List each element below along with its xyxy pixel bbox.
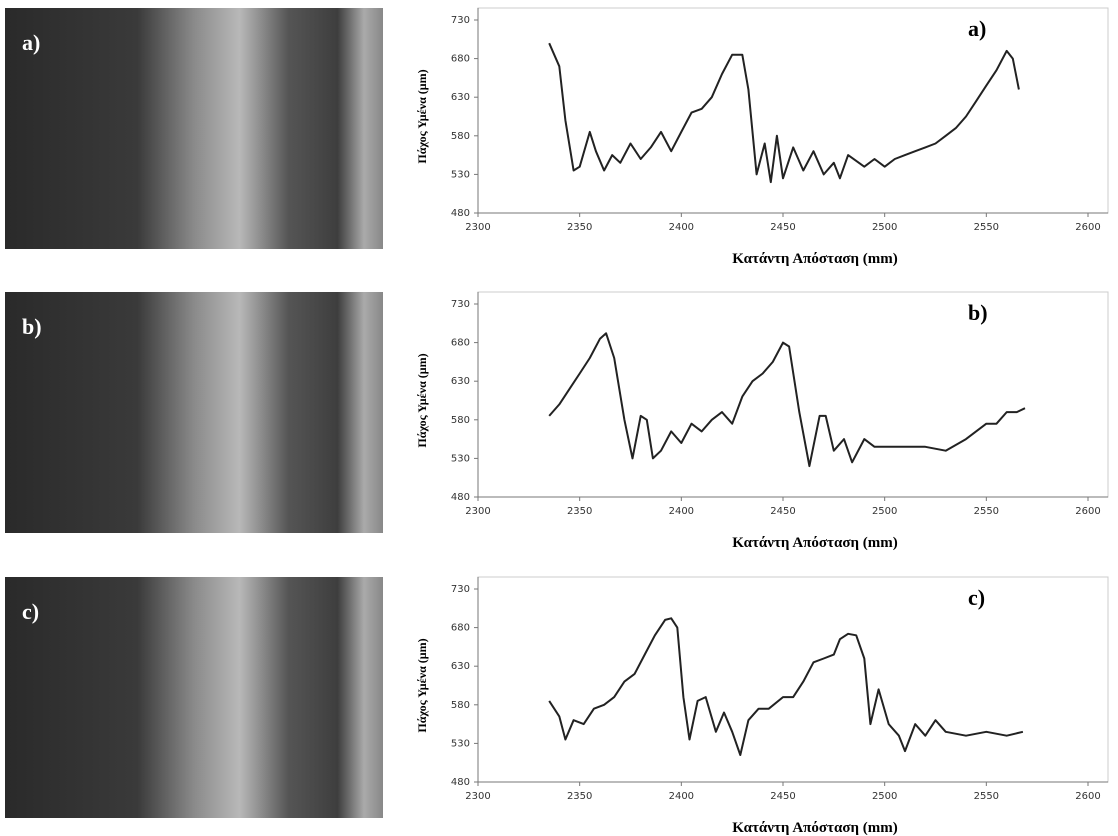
photo-label: c) xyxy=(22,599,39,624)
x-tick-label: 2300 xyxy=(465,791,490,802)
photo-label: b) xyxy=(22,314,42,339)
y-tick-label: 580 xyxy=(451,131,470,142)
photo xyxy=(5,292,383,533)
panel-label: a) xyxy=(968,16,986,41)
y-tick-label: 630 xyxy=(451,661,470,672)
x-tick-label: 2350 xyxy=(567,222,592,233)
y-axis-title: Πάχος Υμένα (μm) xyxy=(415,638,429,732)
x-tick-label: 2350 xyxy=(567,791,592,802)
y-tick-label: 530 xyxy=(451,169,470,180)
plot-frame xyxy=(477,576,1109,783)
x-tick-label: 2600 xyxy=(1075,791,1100,802)
panel-label: c) xyxy=(968,585,985,610)
x-tick-label: 2550 xyxy=(974,506,999,517)
plot-frame xyxy=(477,7,1109,214)
x-axis-title: Κατάντη Απόσταση (mm) xyxy=(732,251,898,267)
y-tick-label: 730 xyxy=(451,15,470,26)
panel-label: b) xyxy=(968,300,988,325)
y-tick-label: 680 xyxy=(451,623,470,634)
x-tick-label: 2400 xyxy=(669,506,694,517)
y-tick-label: 530 xyxy=(451,738,470,749)
y-tick-label: 730 xyxy=(451,584,470,595)
x-tick-label: 2450 xyxy=(770,222,795,233)
x-tick-label: 2500 xyxy=(872,506,897,517)
y-tick-label: 730 xyxy=(451,299,470,310)
y-tick-label: 480 xyxy=(451,208,470,219)
y-axis-title: Πάχος Υμένα (μm) xyxy=(415,69,429,163)
y-tick-label: 480 xyxy=(451,777,470,788)
x-axis-title: Κατάντη Απόσταση (mm) xyxy=(732,820,898,836)
y-tick-label: 580 xyxy=(451,700,470,711)
plot-frame xyxy=(477,291,1109,498)
x-tick-label: 2400 xyxy=(669,791,694,802)
y-tick-label: 580 xyxy=(451,415,470,426)
y-tick-label: 680 xyxy=(451,338,470,349)
x-tick-label: 2300 xyxy=(465,506,490,517)
x-tick-label: 2400 xyxy=(669,222,694,233)
x-tick-label: 2300 xyxy=(465,222,490,233)
x-axis-title: Κατάντη Απόσταση (mm) xyxy=(732,535,898,551)
photo-label: a) xyxy=(22,30,40,55)
x-tick-label: 2600 xyxy=(1075,222,1100,233)
x-tick-label: 2350 xyxy=(567,506,592,517)
x-tick-label: 2450 xyxy=(770,506,795,517)
y-tick-label: 630 xyxy=(451,92,470,103)
x-tick-label: 2450 xyxy=(770,791,795,802)
x-tick-label: 2550 xyxy=(974,222,999,233)
data-line xyxy=(548,617,1024,756)
y-tick-label: 480 xyxy=(451,492,470,503)
photo xyxy=(5,577,383,818)
y-tick-label: 630 xyxy=(451,376,470,387)
photo xyxy=(5,8,383,249)
x-tick-label: 2500 xyxy=(872,791,897,802)
x-tick-label: 2550 xyxy=(974,791,999,802)
y-tick-label: 680 xyxy=(451,54,470,65)
x-tick-label: 2600 xyxy=(1075,506,1100,517)
data-line xyxy=(548,332,1026,468)
y-axis-title: Πάχος Υμένα (μm) xyxy=(415,353,429,447)
y-tick-label: 530 xyxy=(451,453,470,464)
x-tick-label: 2500 xyxy=(872,222,897,233)
data-line xyxy=(548,42,1020,184)
